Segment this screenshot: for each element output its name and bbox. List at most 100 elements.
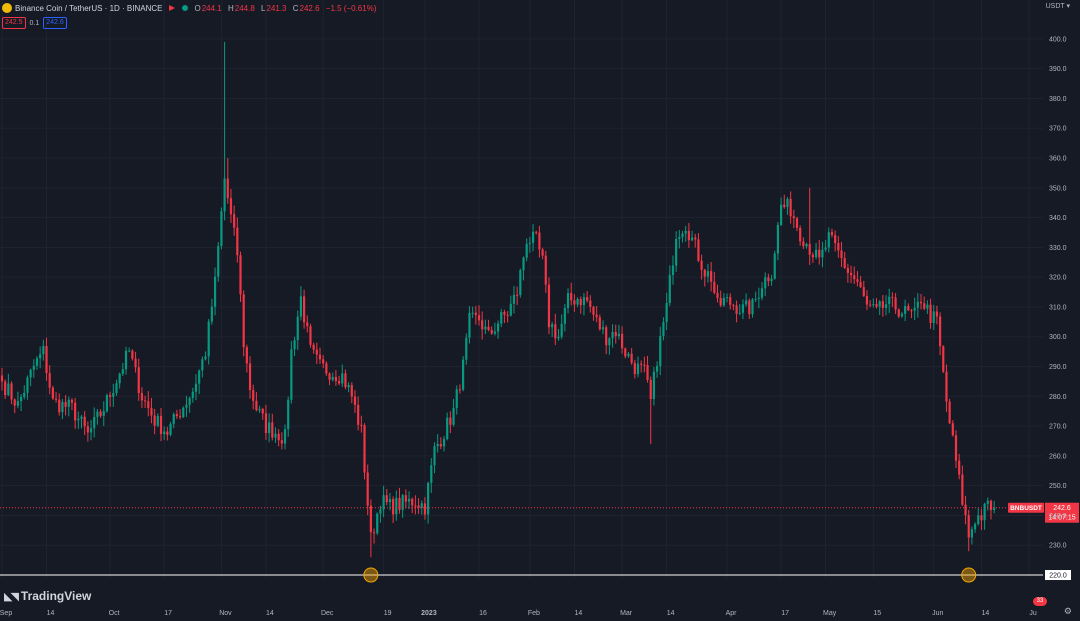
price-tick-label: 230.0 bbox=[1049, 543, 1067, 550]
candle bbox=[729, 293, 732, 310]
candle bbox=[296, 310, 299, 350]
candle bbox=[703, 268, 706, 287]
candle bbox=[77, 411, 80, 429]
candle bbox=[824, 240, 827, 252]
candle bbox=[977, 508, 980, 526]
symbol-title[interactable]: Binance Coin / TetherUS · 1D · BINANCE bbox=[15, 3, 163, 13]
last-price-tag bbox=[1045, 502, 1079, 523]
candle bbox=[89, 419, 93, 441]
candle bbox=[455, 385, 458, 415]
candle bbox=[913, 297, 916, 320]
candle bbox=[579, 296, 582, 314]
candle bbox=[220, 207, 223, 250]
candle bbox=[837, 235, 840, 258]
bid-price[interactable]: 242.5 bbox=[2, 17, 26, 29]
candle bbox=[802, 237, 805, 250]
candle bbox=[627, 352, 630, 358]
candle bbox=[973, 522, 977, 533]
candle bbox=[846, 263, 849, 283]
candle bbox=[468, 306, 471, 344]
price-tick-label: 280.0 bbox=[1049, 394, 1067, 401]
candle bbox=[153, 408, 156, 435]
time-tick-label: Feb bbox=[528, 610, 540, 617]
candle bbox=[236, 217, 239, 263]
candle bbox=[519, 268, 522, 298]
candle bbox=[595, 306, 598, 323]
candle bbox=[528, 236, 531, 253]
candle bbox=[223, 41, 226, 221]
currency-selector[interactable]: USDT ▾ bbox=[1045, 3, 1070, 10]
candle bbox=[614, 324, 617, 344]
candle bbox=[904, 299, 907, 322]
candle bbox=[420, 500, 423, 515]
candle bbox=[493, 322, 496, 336]
level-price-label: 220.0 bbox=[1049, 573, 1067, 580]
price-tick-label: 360.0 bbox=[1049, 156, 1067, 163]
candle bbox=[573, 294, 576, 312]
candle bbox=[525, 238, 528, 262]
candle bbox=[535, 230, 538, 235]
tradingview-logo[interactable]: ◣◥ TradingView bbox=[4, 589, 92, 603]
candle bbox=[369, 499, 372, 558]
gear-icon[interactable]: ⚙ bbox=[1063, 606, 1072, 616]
candle bbox=[178, 409, 182, 420]
candle bbox=[188, 396, 191, 413]
time-axis[interactable]: Sep 14 Oct 17 Nov 14 Dec 19 2023 16 Feb 14 Mar 14 Apr 1… bbox=[0, 610, 1037, 617]
candle bbox=[331, 372, 334, 382]
candle bbox=[601, 320, 605, 335]
candle bbox=[16, 391, 19, 409]
candle bbox=[312, 342, 315, 354]
candle bbox=[191, 387, 194, 403]
candle bbox=[830, 228, 834, 238]
candle bbox=[128, 347, 131, 353]
candle bbox=[760, 282, 764, 301]
candle bbox=[131, 349, 134, 361]
candle bbox=[541, 247, 544, 260]
market-open-icon bbox=[182, 5, 189, 11]
candle bbox=[738, 304, 741, 316]
candle bbox=[980, 509, 983, 530]
candle bbox=[74, 397, 77, 429]
candle bbox=[210, 298, 213, 325]
candle bbox=[503, 309, 506, 323]
candle bbox=[42, 339, 45, 361]
time-tick-label: Mar bbox=[620, 610, 633, 617]
candle bbox=[655, 361, 659, 378]
price-tick-label: 350.0 bbox=[1049, 185, 1067, 192]
symbol-header[interactable]: Binance Coin / TetherUS · 1D · BINANCE O… bbox=[0, 0, 380, 16]
candle bbox=[910, 308, 913, 319]
notification-badge[interactable]: 33 bbox=[1033, 597, 1047, 606]
candle bbox=[35, 356, 39, 370]
candle bbox=[51, 385, 54, 400]
candle bbox=[770, 274, 773, 286]
candle bbox=[764, 272, 767, 296]
grid-lines bbox=[0, 0, 1043, 578]
candle bbox=[32, 359, 35, 378]
last-price-label: 242.6 bbox=[1053, 505, 1071, 512]
candle bbox=[713, 272, 716, 295]
price-axis[interactable]: 230.0 240.0 250.0 260.0 270.0 280.0 290.0 300.0… bbox=[1049, 36, 1067, 549]
candle bbox=[19, 394, 23, 412]
time-tick-label: 14 bbox=[266, 610, 274, 617]
ask-price[interactable]: 242.6 bbox=[43, 17, 67, 29]
candle bbox=[0, 368, 4, 391]
candle bbox=[462, 356, 465, 392]
candle bbox=[646, 355, 649, 383]
candle bbox=[589, 295, 592, 313]
time-tick-label: Sep bbox=[0, 610, 12, 617]
time-tick-label: Nov bbox=[219, 610, 232, 617]
time-tick-label: 17 bbox=[781, 610, 789, 617]
candle bbox=[83, 411, 86, 436]
candle bbox=[643, 356, 646, 373]
candle bbox=[433, 442, 436, 474]
candle bbox=[23, 385, 26, 400]
candle bbox=[150, 398, 153, 424]
flag-icon[interactable] bbox=[168, 4, 176, 12]
candle bbox=[678, 229, 681, 249]
candle bbox=[970, 526, 973, 545]
candle bbox=[834, 230, 837, 252]
candle bbox=[751, 298, 754, 318]
price-tick-label: 320.0 bbox=[1049, 275, 1067, 282]
candle bbox=[690, 230, 694, 242]
